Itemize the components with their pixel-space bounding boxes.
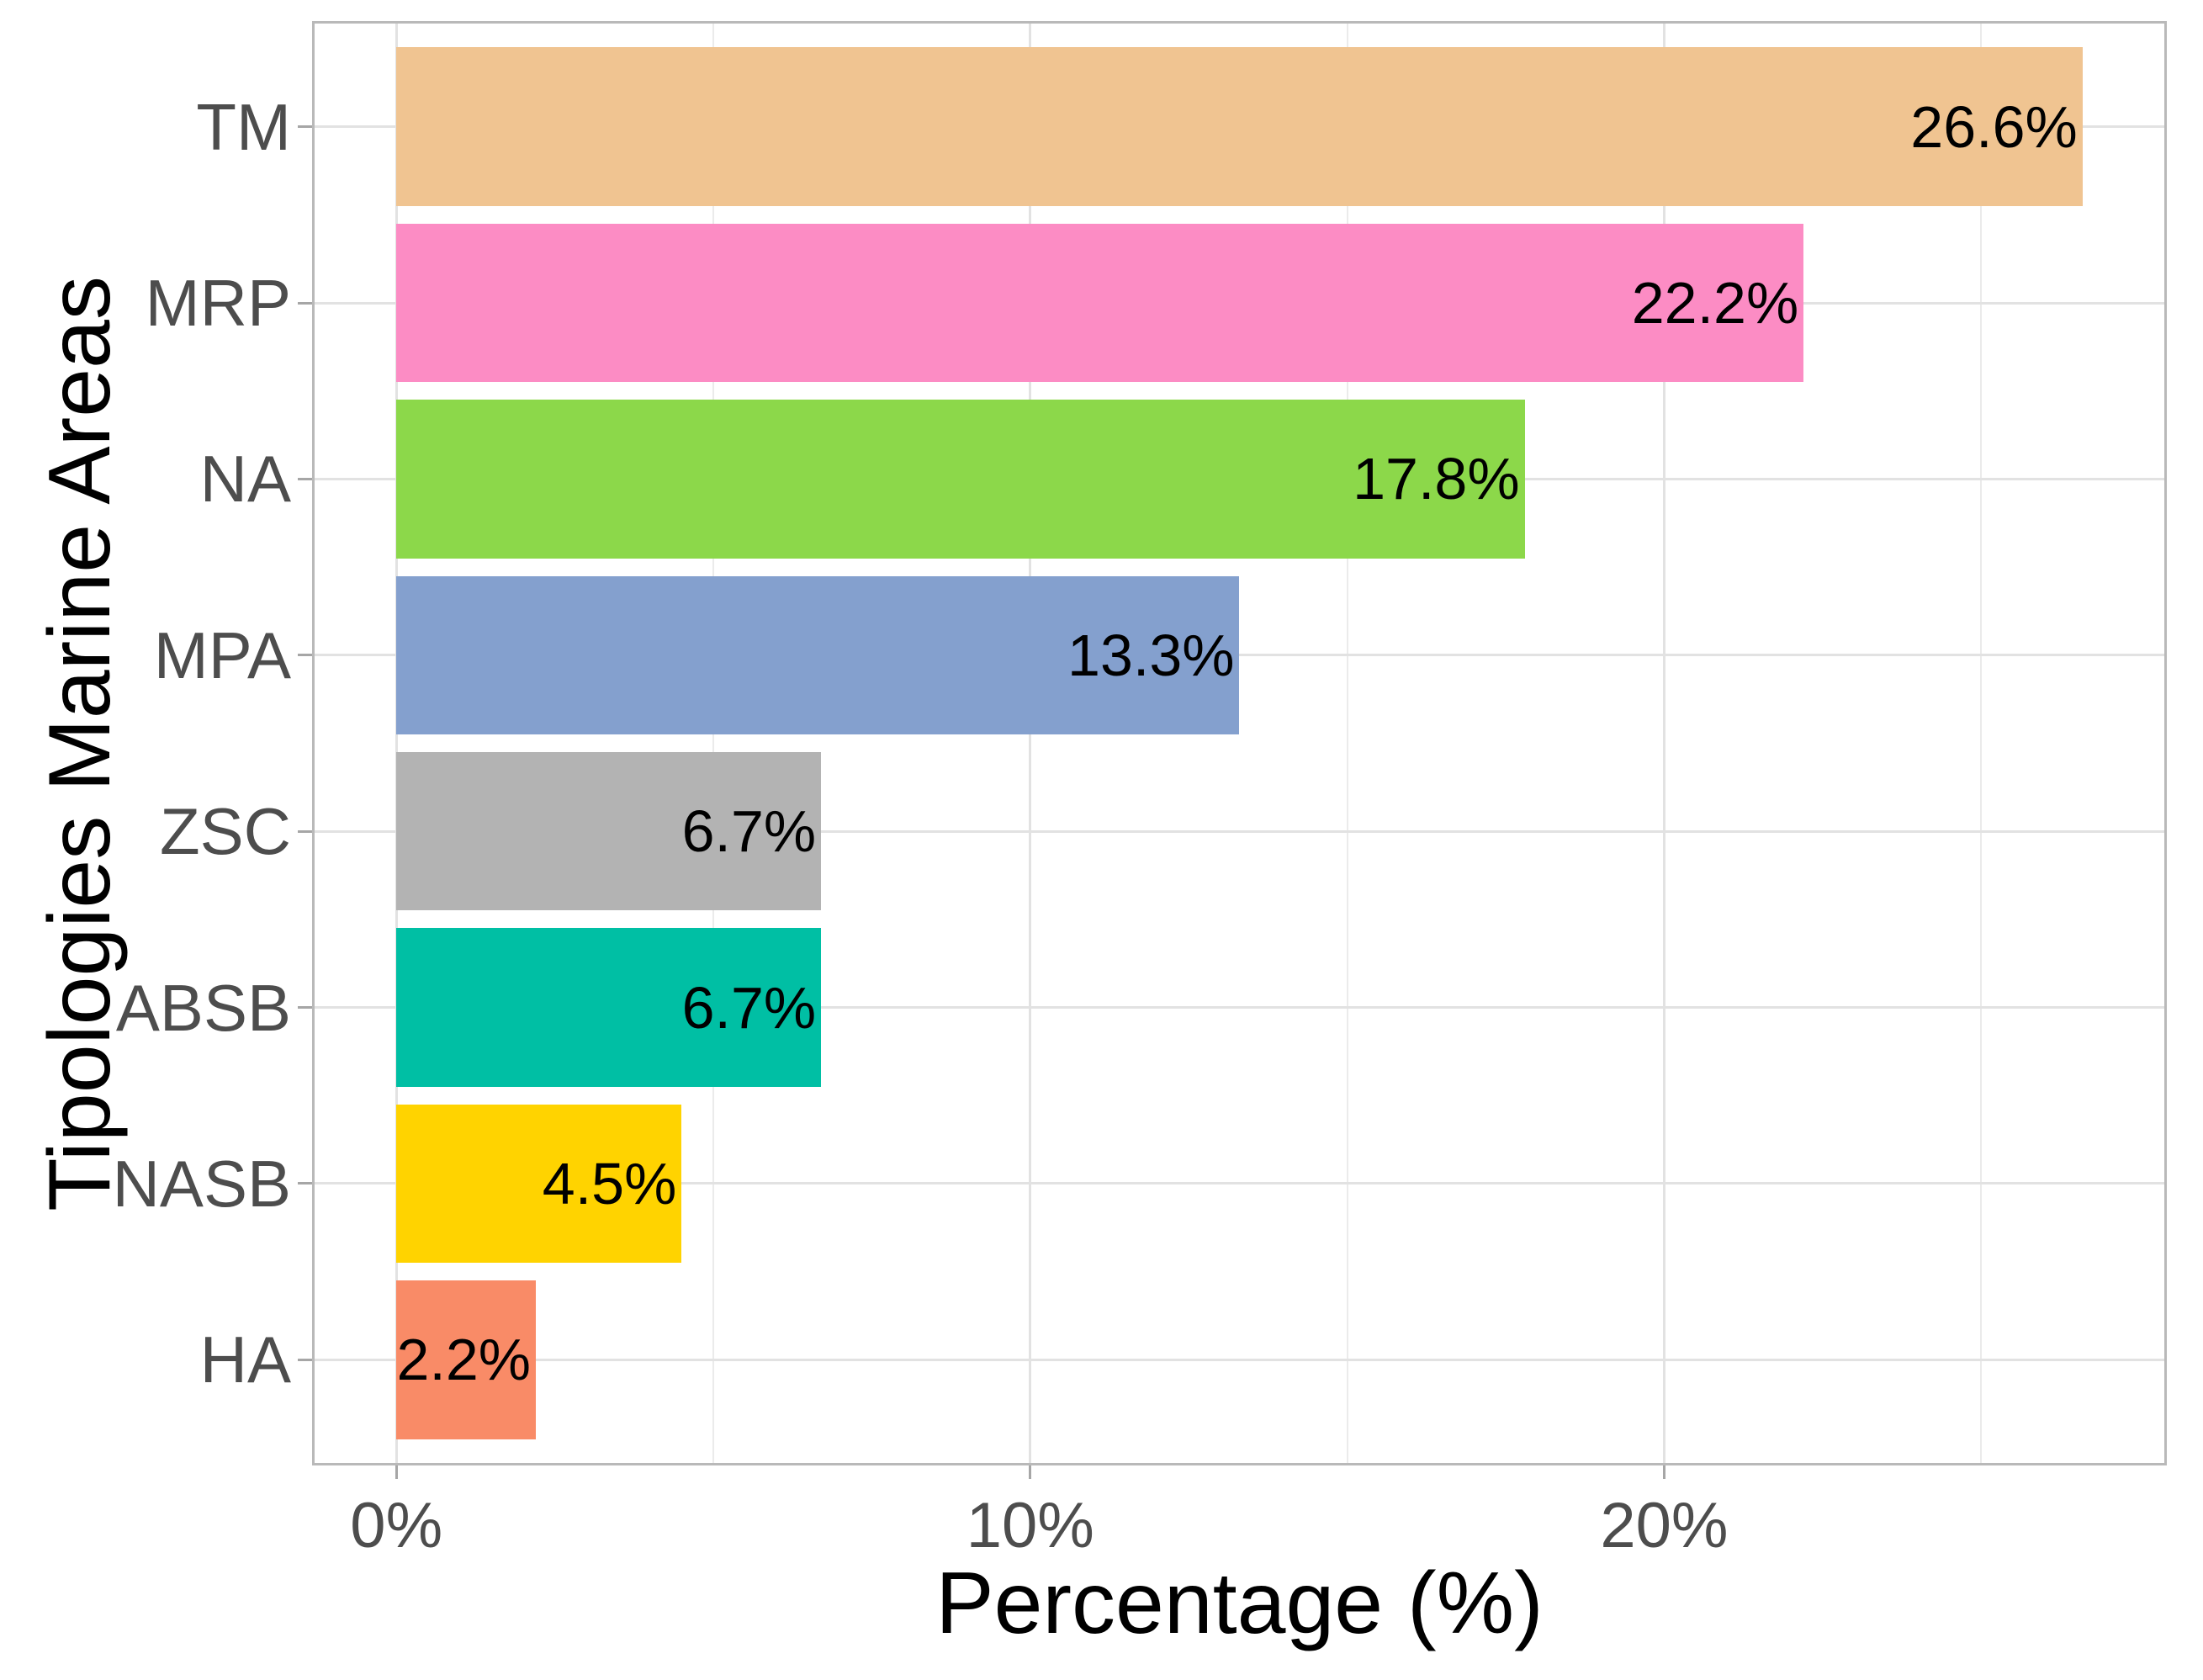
bar-absb — [396, 928, 822, 1087]
gridline-major-vertical — [1029, 21, 1032, 1465]
bar-value-label-tm: 26.6% — [1910, 93, 2078, 160]
bar-ha — [396, 1280, 536, 1439]
bar-value-label-nasb: 4.5% — [542, 1150, 677, 1216]
x-tick-label-0pct: 0% — [350, 1490, 443, 1561]
bar-value-label-zsc: 6.7% — [681, 798, 817, 865]
bar-value-label-mrp: 22.2% — [1631, 270, 1799, 337]
y-tick-label-na: NA — [199, 442, 291, 517]
gridline-minor-vertical — [1346, 21, 1348, 1465]
y-axis-tick — [298, 125, 312, 129]
y-tick-label-mpa: MPA — [153, 617, 291, 692]
bar-mrp — [396, 223, 1804, 383]
gridline-major-horizontal — [312, 829, 2167, 833]
x-axis-tick — [1029, 1465, 1032, 1479]
x-axis-tick — [395, 1465, 398, 1479]
bar-tm — [396, 47, 2083, 206]
x-tick-label-10pct: 10% — [966, 1490, 1094, 1561]
y-tick-label-absb: ABSB — [115, 970, 291, 1045]
gridline-major-vertical — [395, 21, 398, 1465]
x-axis-title: Percentage (%) — [935, 1555, 1544, 1652]
y-tick-label-zsc: ZSC — [160, 794, 291, 869]
y-tick-label-mrp: MRP — [145, 266, 291, 341]
gridline-minor-vertical — [1980, 21, 1983, 1465]
y-tick-label-tm: TM — [196, 89, 291, 164]
y-tick-label-ha: HA — [199, 1322, 291, 1397]
bar-na — [396, 400, 1525, 559]
y-axis-title: Tipologies Marine Areas — [31, 275, 129, 1211]
bar-mpa — [396, 575, 1240, 735]
x-tick-label-20pct: 20% — [1600, 1490, 1729, 1561]
bar-zsc — [396, 751, 822, 911]
bar-value-label-mpa: 13.3% — [1067, 622, 1235, 688]
y-axis-tick — [298, 654, 312, 657]
gridline-major-horizontal — [312, 654, 2167, 657]
gridline-major-horizontal — [312, 1006, 2167, 1010]
y-axis-tick — [298, 1358, 312, 1361]
y-tick-label-nasb: NASB — [112, 1146, 291, 1221]
y-axis-tick — [298, 301, 312, 305]
bar-value-label-ha: 2.2% — [396, 1327, 532, 1393]
gridline-minor-vertical — [712, 21, 715, 1465]
bar-value-label-absb: 6.7% — [681, 974, 817, 1041]
gridline-major-horizontal — [312, 1182, 2167, 1185]
bar-value-label-na: 17.8% — [1353, 446, 1520, 512]
gridline-major-vertical — [1662, 21, 1665, 1465]
gridline-major-horizontal — [312, 1358, 2167, 1361]
y-axis-tick — [298, 829, 312, 833]
x-axis-tick — [1662, 1465, 1665, 1479]
bar-nasb — [396, 1104, 682, 1264]
y-axis-tick — [298, 477, 312, 480]
y-axis-tick — [298, 1182, 312, 1185]
y-axis-tick — [298, 1006, 312, 1010]
